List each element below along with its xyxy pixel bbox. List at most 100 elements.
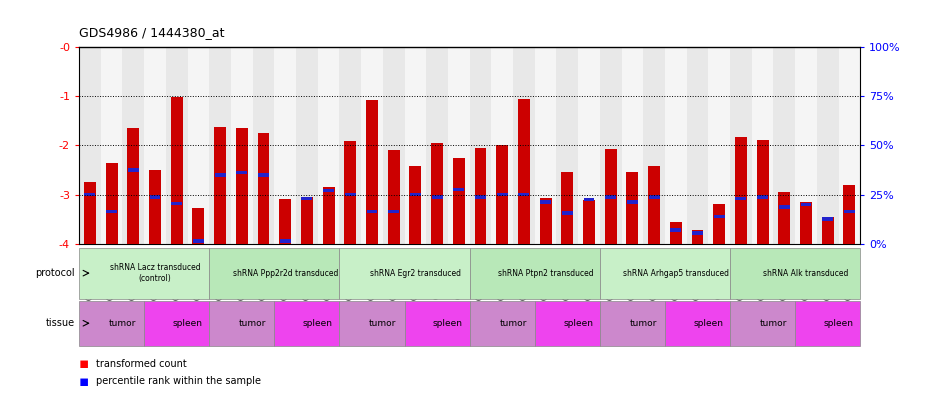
Bar bbox=[671, 228, 681, 231]
Bar bbox=[562, 173, 573, 244]
Text: protocol: protocol bbox=[34, 268, 74, 278]
Bar bbox=[562, 211, 573, 215]
Bar bbox=[474, 148, 486, 244]
Text: shRNA Ptpn2 transduced: shRNA Ptpn2 transduced bbox=[498, 269, 593, 277]
Bar bbox=[475, 195, 485, 199]
Text: tumor: tumor bbox=[630, 319, 657, 328]
Bar bbox=[665, 301, 730, 346]
Bar bbox=[280, 239, 290, 243]
Bar bbox=[583, 200, 595, 244]
Text: spleen: spleen bbox=[694, 319, 724, 328]
Text: shRNA Lacz transduced
(control): shRNA Lacz transduced (control) bbox=[110, 263, 200, 283]
Bar bbox=[556, 47, 578, 244]
Bar bbox=[339, 47, 361, 244]
Bar bbox=[692, 230, 703, 244]
Text: shRNA Ppp2r2d transduced: shRNA Ppp2r2d transduced bbox=[232, 269, 338, 277]
Bar bbox=[149, 170, 161, 244]
Bar bbox=[209, 248, 339, 299]
Bar bbox=[730, 301, 795, 346]
Bar bbox=[692, 231, 703, 235]
Bar bbox=[800, 202, 812, 244]
Bar bbox=[84, 182, 96, 244]
Bar bbox=[301, 197, 312, 244]
Bar bbox=[79, 248, 209, 299]
Bar bbox=[751, 47, 774, 244]
Bar bbox=[253, 47, 274, 244]
Bar bbox=[839, 47, 860, 244]
Bar bbox=[513, 47, 535, 244]
Text: tumor: tumor bbox=[239, 319, 266, 328]
Bar bbox=[453, 158, 465, 244]
Bar bbox=[600, 301, 665, 346]
Bar bbox=[339, 301, 405, 346]
Text: spleen: spleen bbox=[824, 319, 854, 328]
Bar bbox=[644, 47, 665, 244]
Bar bbox=[339, 248, 470, 299]
Bar bbox=[127, 128, 140, 244]
Bar bbox=[844, 185, 856, 244]
Bar bbox=[274, 47, 296, 244]
Bar bbox=[209, 301, 274, 346]
Bar bbox=[236, 171, 247, 174]
Bar bbox=[274, 301, 339, 346]
Bar bbox=[85, 193, 95, 196]
Bar bbox=[795, 301, 860, 346]
Bar bbox=[150, 195, 160, 199]
Text: shRNA Alk transduced: shRNA Alk transduced bbox=[764, 269, 849, 277]
Bar bbox=[757, 140, 768, 244]
Bar bbox=[388, 210, 399, 213]
Text: tumor: tumor bbox=[369, 319, 396, 328]
Text: spleen: spleen bbox=[173, 319, 203, 328]
Bar bbox=[144, 47, 166, 244]
Bar bbox=[822, 217, 833, 244]
Bar bbox=[535, 301, 600, 346]
Bar bbox=[323, 187, 335, 244]
Bar bbox=[735, 136, 747, 244]
Bar bbox=[578, 47, 600, 244]
Bar bbox=[730, 47, 751, 244]
Text: shRNA Egr2 transduced: shRNA Egr2 transduced bbox=[370, 269, 461, 277]
Bar bbox=[79, 47, 100, 244]
Bar bbox=[709, 47, 730, 244]
Bar bbox=[214, 127, 226, 244]
Bar bbox=[713, 215, 724, 219]
Text: transformed count: transformed count bbox=[96, 358, 187, 369]
Bar bbox=[383, 47, 405, 244]
Text: tumor: tumor bbox=[109, 319, 136, 328]
Bar bbox=[166, 47, 188, 244]
Bar bbox=[410, 193, 420, 196]
Bar bbox=[79, 301, 144, 346]
Bar bbox=[648, 195, 659, 199]
Bar bbox=[432, 143, 443, 244]
Bar bbox=[497, 145, 508, 244]
Bar bbox=[106, 163, 117, 244]
Bar bbox=[127, 168, 139, 172]
Bar bbox=[713, 204, 725, 244]
Text: spleen: spleen bbox=[433, 319, 463, 328]
Bar bbox=[361, 47, 383, 244]
Bar bbox=[106, 210, 117, 213]
Bar bbox=[279, 199, 291, 244]
Bar bbox=[627, 173, 638, 244]
Bar bbox=[795, 47, 817, 244]
Text: spleen: spleen bbox=[564, 319, 593, 328]
Bar bbox=[296, 47, 318, 244]
Bar bbox=[171, 202, 182, 205]
Bar bbox=[171, 97, 182, 244]
Bar bbox=[453, 188, 464, 191]
Text: tumor: tumor bbox=[499, 319, 526, 328]
Bar bbox=[301, 197, 312, 200]
Bar bbox=[600, 248, 730, 299]
Bar bbox=[470, 47, 491, 244]
Bar bbox=[497, 193, 508, 196]
Bar bbox=[627, 200, 638, 204]
Bar bbox=[518, 99, 530, 244]
Bar bbox=[426, 47, 448, 244]
Bar bbox=[844, 210, 855, 213]
Text: tumor: tumor bbox=[760, 319, 787, 328]
Bar bbox=[822, 217, 833, 221]
Bar bbox=[736, 197, 746, 200]
Bar bbox=[409, 166, 421, 244]
Bar bbox=[366, 100, 378, 244]
Bar bbox=[686, 47, 709, 244]
